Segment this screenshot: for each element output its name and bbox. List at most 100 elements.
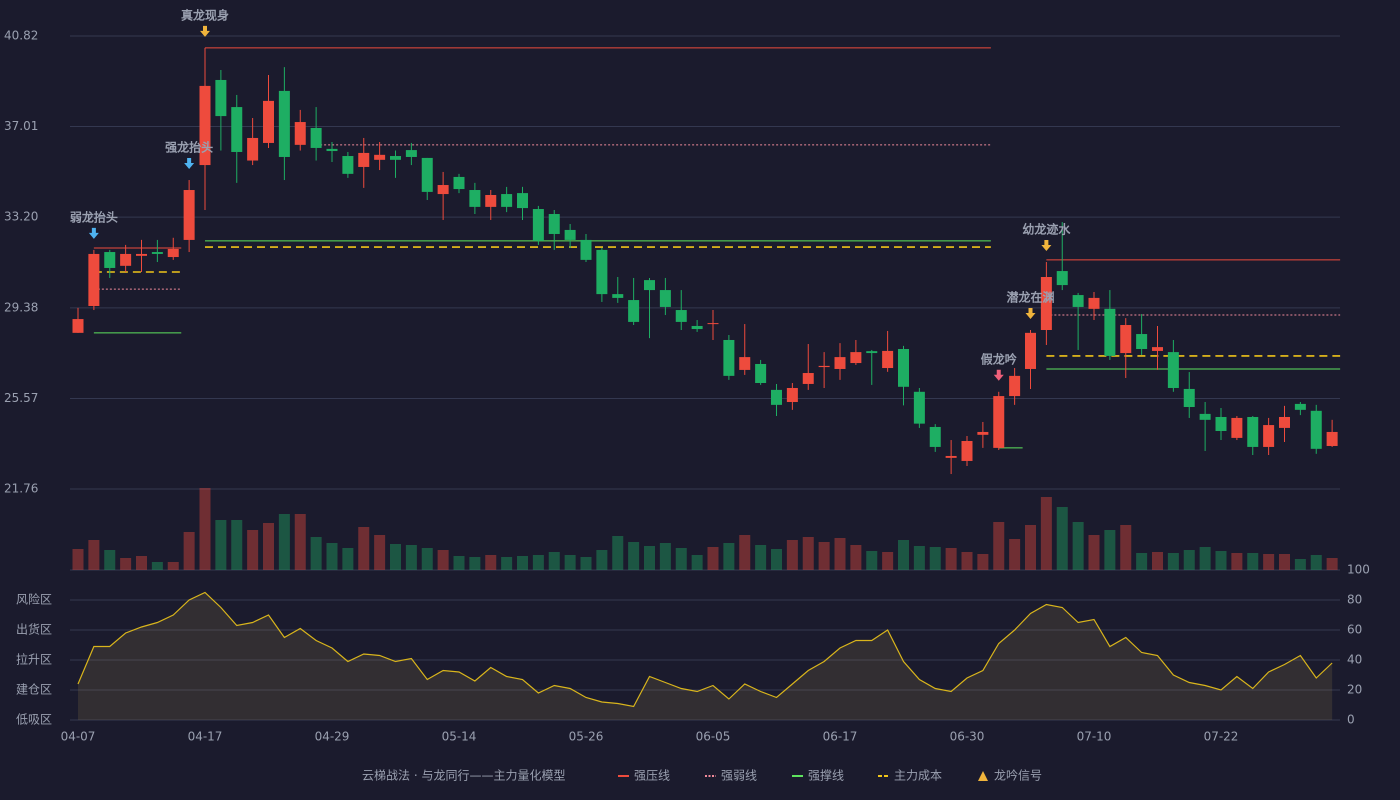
- volume-bar: [1056, 507, 1068, 570]
- candle-body: [1025, 332, 1036, 369]
- candle-body: [1247, 416, 1259, 447]
- y-tick-label: 29.38: [4, 300, 38, 314]
- candle-body: [104, 252, 116, 268]
- candle-body: [1183, 388, 1195, 408]
- volume-bar: [1088, 535, 1100, 570]
- x-tick-label: 06-30: [950, 730, 985, 744]
- candle-body: [548, 214, 560, 234]
- volume-bar: [485, 555, 497, 570]
- y2-tick-label: 100: [1347, 563, 1370, 577]
- volume-bar: [850, 545, 862, 570]
- candle-body: [628, 300, 640, 322]
- volume-bar: [1040, 497, 1052, 570]
- candle-body: [1088, 297, 1100, 309]
- volume-bar: [120, 558, 132, 570]
- volume-bar: [564, 555, 576, 570]
- signal-label: 潜龙在渊: [1006, 289, 1054, 304]
- volume-bar: [183, 532, 195, 570]
- volume-bar: [993, 522, 1005, 570]
- volume-bar: [1152, 552, 1163, 570]
- candle-body: [1120, 325, 1132, 354]
- volume-bar: [342, 548, 354, 570]
- y-tick-label: 37.01: [4, 119, 38, 133]
- candle-body: [707, 323, 719, 325]
- signal-arrow: [200, 25, 210, 37]
- signal-arrow: [1025, 307, 1036, 319]
- candle-body: [1167, 352, 1179, 388]
- candle-body: [1104, 308, 1116, 356]
- volume-bar: [72, 549, 84, 570]
- volume-bar: [278, 514, 290, 570]
- candle-body: [755, 363, 767, 383]
- candle-body: [802, 373, 814, 384]
- candle-body: [1215, 416, 1227, 432]
- candle-body: [358, 152, 370, 167]
- candle-body: [739, 357, 751, 370]
- legend-label: 强撑线: [808, 768, 844, 783]
- candle-body: [231, 107, 243, 152]
- volume-bar: [358, 527, 370, 570]
- candle-body: [136, 253, 147, 256]
- candle-body: [517, 193, 528, 209]
- signal-arrow: [88, 227, 99, 239]
- volume-bar: [374, 535, 386, 570]
- candle-body: [961, 440, 973, 461]
- volume-bar: [771, 549, 782, 570]
- candle-body: [1072, 295, 1084, 307]
- y-tick-label: 33.20: [4, 210, 38, 224]
- candle-body: [913, 391, 925, 424]
- volume-bar: [231, 520, 243, 570]
- signal-label: 弱龙抬头: [70, 209, 118, 224]
- candle-body: [294, 122, 306, 145]
- volume-bar: [834, 538, 846, 570]
- candle-body: [898, 349, 909, 387]
- x-tick-label: 06-17: [823, 730, 858, 744]
- candle-body: [675, 310, 687, 322]
- candle-body: [929, 426, 941, 447]
- volume-bar: [977, 554, 989, 570]
- volume-bar: [532, 555, 544, 570]
- candle-body: [1279, 416, 1290, 428]
- volume-bar: [1231, 553, 1243, 570]
- zone-label: 风险区: [16, 592, 52, 607]
- candle-body: [501, 194, 513, 207]
- volume-bar: [517, 556, 528, 570]
- candle-body: [485, 195, 497, 207]
- volume-bar: [215, 520, 227, 570]
- x-tick-label: 07-10: [1077, 730, 1112, 744]
- candle-body: [691, 325, 703, 330]
- candle-body: [405, 150, 417, 157]
- volume-bar: [1215, 551, 1227, 570]
- volume-bar: [580, 557, 592, 570]
- candle-body: [326, 148, 338, 152]
- signal-arrow: [993, 369, 1004, 381]
- volume-bar: [1104, 530, 1116, 570]
- candle-body: [882, 350, 894, 369]
- volume-bar: [469, 557, 481, 570]
- zone-label: 建仓区: [16, 683, 52, 697]
- volume-bar: [326, 543, 338, 570]
- signal-arrow: [1041, 240, 1052, 252]
- x-tick-label: 05-26: [569, 730, 604, 744]
- volume-bar: [136, 556, 147, 570]
- candle-body: [850, 352, 862, 364]
- candle-body: [1263, 425, 1275, 447]
- candle-body: [644, 280, 655, 291]
- candle-body: [88, 253, 100, 306]
- candle-body: [120, 253, 132, 266]
- indicator-line: [77, 591, 1333, 708]
- candle-body: [215, 79, 227, 117]
- volume-bar: [1136, 553, 1148, 570]
- candle-body: [866, 351, 878, 354]
- candle-body: [723, 339, 735, 376]
- indicator-area: [78, 592, 1333, 720]
- volume-bar: [675, 548, 687, 570]
- zone-label: 拉升区: [16, 652, 52, 667]
- candle-body: [1310, 410, 1322, 449]
- volume-bar: [612, 536, 624, 570]
- volume-bar: [866, 551, 878, 570]
- volume-bar: [755, 545, 767, 570]
- volume-bar: [88, 540, 100, 570]
- volume-bar: [1072, 522, 1084, 570]
- candle-body: [771, 389, 782, 405]
